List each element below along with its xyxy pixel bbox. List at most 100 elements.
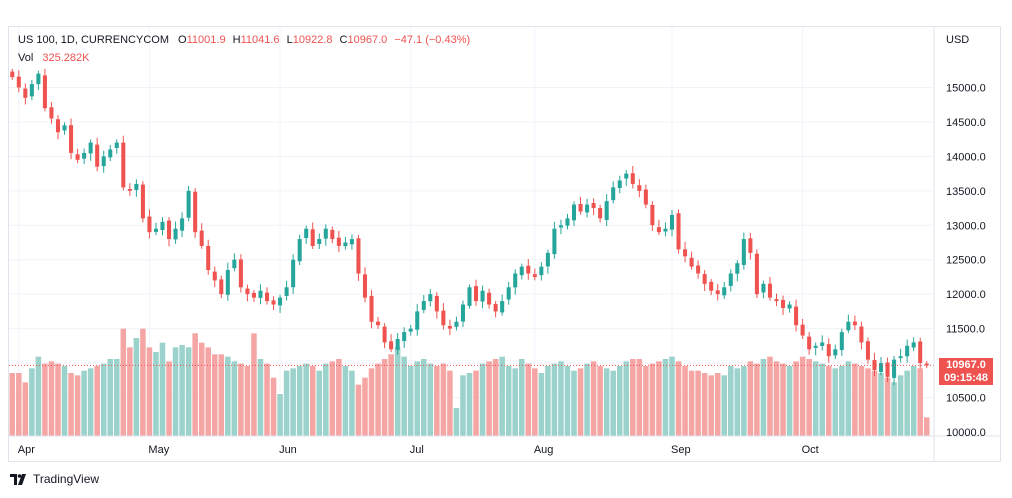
candle-body [545, 252, 550, 267]
candlestick-series [10, 68, 929, 386]
candle-body [108, 149, 113, 158]
candle-body [82, 152, 87, 159]
volume-bar [747, 361, 754, 436]
volume-bar [264, 363, 270, 436]
volume-bar [728, 366, 734, 436]
price-scale[interactable]: 10000.010500.011000.011500.012000.012500… [946, 82, 986, 439]
volume-bar [342, 366, 349, 436]
candle-body [513, 273, 518, 288]
close-value: 10967.0 [347, 34, 388, 46]
volume-bar [447, 370, 453, 436]
candle-body [787, 304, 792, 309]
candle-body [284, 287, 289, 296]
candle-body [29, 84, 34, 97]
candle-body [604, 201, 609, 220]
volume-bar [577, 368, 584, 436]
volume-bar [100, 363, 107, 436]
volume-label[interactable]: Vol [18, 52, 34, 64]
high-value: 11041.6 [240, 34, 280, 46]
candle-body [297, 239, 302, 262]
volume-bar [688, 370, 695, 436]
candle-body [212, 271, 217, 281]
volume-bar [381, 359, 388, 436]
time-scale[interactable]: Apr May Jun Jul Aug Sep Oct [18, 444, 819, 456]
candle-body [767, 283, 772, 298]
candle-body [441, 310, 446, 326]
volume-bar [231, 361, 238, 436]
price-tick-label: 13000.0 [946, 220, 986, 232]
candle-body [114, 142, 119, 148]
volume-bar [388, 354, 394, 436]
time-tick-label: Apr [18, 444, 35, 456]
volume-bar [773, 361, 780, 436]
candle-body [807, 336, 812, 350]
volume-bar [394, 347, 401, 436]
volume-bar [819, 363, 825, 436]
candle-body [160, 221, 165, 231]
candle-body [434, 295, 439, 312]
candle-body [611, 187, 616, 201]
candle-body [62, 125, 67, 131]
volume-bar [923, 417, 930, 436]
volume-bar [858, 366, 865, 436]
volume-bar [878, 373, 884, 436]
candle-body [918, 341, 923, 363]
volume-bar [179, 345, 185, 436]
candle-body [349, 239, 354, 245]
candle-body [676, 213, 681, 250]
volume-bar [270, 377, 277, 436]
candle-body [500, 301, 505, 313]
candle-body [924, 363, 929, 366]
volume-bar [865, 368, 871, 436]
change-value: −47.1 (−0.43%) [394, 34, 471, 46]
volume-bar [16, 373, 22, 436]
volume-bar [107, 359, 114, 436]
volume-bar [610, 370, 616, 436]
volume-bar [440, 363, 447, 436]
volume-value: 325.282K [42, 52, 90, 64]
volume-bar [74, 375, 81, 436]
volume-bar [35, 356, 42, 436]
candle-body [892, 359, 897, 378]
time-tick-label: Jul [410, 444, 424, 456]
volume-bar [662, 359, 669, 436]
volume-bar [120, 328, 127, 436]
candle-body [741, 239, 746, 265]
volume-bar [257, 359, 264, 436]
candle-body [199, 230, 204, 246]
candle-body [36, 73, 41, 85]
volume-bar [910, 366, 917, 436]
candle-body [460, 304, 465, 322]
tradingview-brand[interactable]: TradingView [10, 472, 99, 486]
time-tick-label: Oct [802, 444, 819, 456]
candle-body [709, 281, 714, 291]
price-tick-label: 10500.0 [946, 393, 986, 405]
volume-bar [741, 366, 747, 436]
candle-body [121, 142, 126, 188]
volume-bar [185, 347, 192, 436]
candle-body [643, 189, 648, 205]
volume-bar [140, 328, 146, 436]
volume-bar [714, 373, 721, 436]
candle-body [578, 203, 583, 212]
candle-body [219, 279, 224, 295]
candle-body [343, 242, 348, 247]
candle-body [539, 266, 544, 276]
open-value: 11001.9 [186, 34, 226, 46]
candle-body [558, 225, 563, 228]
candle-body [663, 228, 668, 232]
symbol-title[interactable]: US 100, 1D, CURRENCYCOM [18, 34, 169, 46]
candle-body [193, 191, 198, 233]
volume-bar [127, 347, 133, 436]
volume-bar [512, 368, 518, 436]
volume-bar [852, 363, 858, 436]
volume-bar [323, 363, 329, 436]
volume-bar [407, 366, 414, 436]
candle-body [75, 154, 80, 160]
volume-bar [479, 363, 486, 436]
currency-label[interactable]: USD [946, 34, 970, 46]
candle-body [735, 263, 740, 274]
candle-body [781, 299, 786, 308]
candle-body [447, 325, 452, 329]
